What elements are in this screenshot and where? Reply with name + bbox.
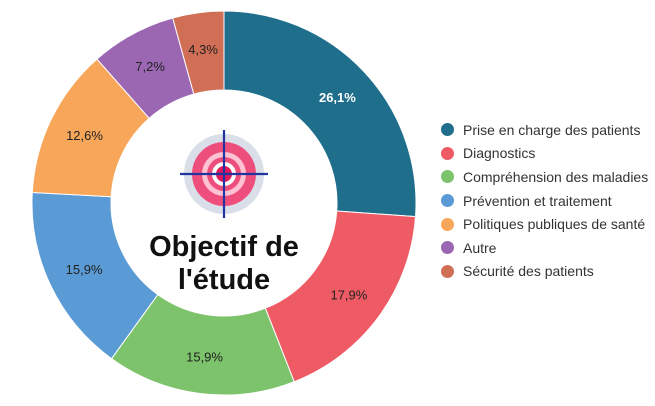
- legend-swatch: [441, 194, 454, 208]
- legend-item: Diagnostics: [441, 142, 653, 166]
- legend-swatch: [441, 217, 454, 231]
- donut-chart: 26,1% 17,9% 15,9% 15,9% 12,6% 7,2% 4,3% Object…: [31, 10, 417, 396]
- legend-label: Compréhension des maladies: [463, 168, 649, 185]
- slice-value-label: 7,2%: [135, 59, 165, 74]
- slice-value-label: 12,6%: [66, 128, 103, 143]
- chart-center: Objectif de l'étude: [149, 130, 299, 296]
- slice-value-label: 26,1%: [319, 90, 356, 105]
- legend-swatch: [441, 146, 454, 160]
- chart-title-line-1: Objectif de: [149, 231, 299, 263]
- legend-swatch: [441, 170, 454, 184]
- slice-value-label: 15,9%: [186, 349, 223, 364]
- slice-value-label: 4,3%: [188, 42, 218, 57]
- donut-slice: [223, 10, 417, 218]
- donut-slices: [31, 10, 417, 396]
- legend-item: Sécurité des patients: [441, 260, 653, 284]
- legend-label: Politiques publiques de santé: [463, 216, 646, 233]
- legend-label: Prise en charge des patients: [463, 121, 641, 138]
- legend-item: Prise en charge des patients: [441, 118, 653, 142]
- legend-label: Prévention et traitement: [463, 192, 612, 209]
- legend-label: Diagnostics: [463, 145, 536, 162]
- legend-item: Prévention et traitement: [441, 189, 653, 213]
- legend-item: Politiques publiques de santé: [441, 212, 653, 236]
- chart-title-line-2: l'étude: [178, 264, 270, 296]
- legend-item: Compréhension des maladies: [441, 165, 653, 189]
- legend-swatch: [441, 241, 454, 255]
- legend-swatch: [441, 123, 454, 137]
- chart-legend: Prise en charge des patients Diagnostics C…: [441, 118, 653, 283]
- slice-labels: 26,1% 17,9% 15,9% 15,9% 12,6% 7,2% 4,3%: [66, 42, 368, 364]
- donut-slice: [172, 10, 225, 95]
- legend-label: Autre: [463, 239, 497, 256]
- slice-value-label: 17,9%: [330, 287, 367, 302]
- legend-item: Autre: [441, 236, 653, 260]
- slice-value-label: 15,9%: [66, 262, 103, 277]
- legend-swatch: [441, 264, 454, 278]
- target-icon: [180, 130, 268, 218]
- legend-label: Sécurité des patients: [463, 263, 594, 280]
